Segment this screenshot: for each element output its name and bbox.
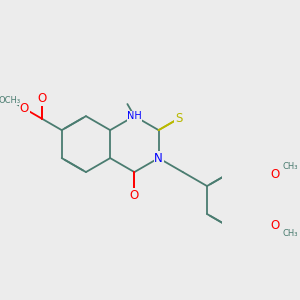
Text: OCH₃: OCH₃ <box>0 96 21 105</box>
Text: O: O <box>271 219 280 232</box>
Text: O: O <box>37 92 46 105</box>
Text: O: O <box>271 168 280 181</box>
Text: S: S <box>175 112 182 125</box>
Text: O: O <box>130 188 139 202</box>
Text: O: O <box>20 102 29 115</box>
Text: CH₃: CH₃ <box>282 162 298 171</box>
Text: CH₃: CH₃ <box>282 230 298 238</box>
Text: N: N <box>154 152 163 165</box>
Text: NH: NH <box>127 111 142 121</box>
